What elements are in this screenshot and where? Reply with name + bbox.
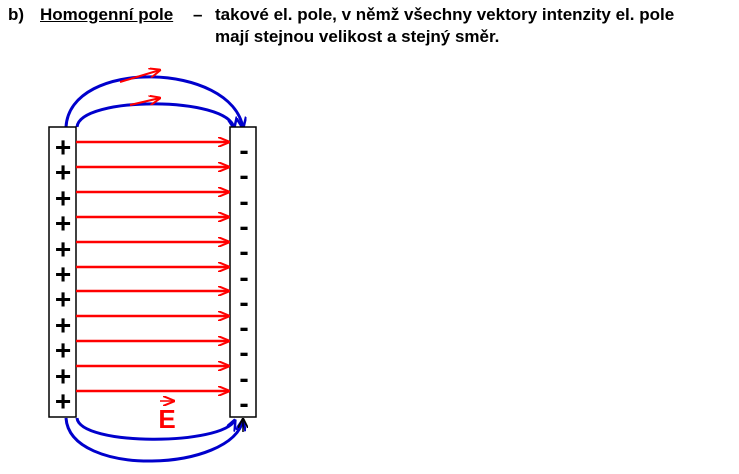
field-symbol-label: E (158, 404, 175, 434)
negative-charge: - (239, 388, 248, 419)
negative-charges: ----------- (239, 135, 248, 419)
positive-charge: + (55, 234, 71, 265)
fringe-line-top-inner (75, 102, 234, 128)
fringe-lines-bottom (64, 417, 243, 463)
positive-charge: + (55, 310, 71, 341)
positive-charge: + (55, 259, 71, 290)
field-lines (76, 142, 229, 391)
term-homogeneous-field: Homogenní pole (40, 5, 174, 24)
negative-charge: - (239, 135, 248, 166)
positive-charge: + (55, 132, 71, 163)
positive-charge: + (55, 157, 71, 188)
negative-charge: - (239, 363, 248, 394)
fringe-direction-arrow-inner (129, 98, 160, 106)
term-dash: – (193, 5, 203, 24)
fringe-line-bottom-outer (64, 417, 243, 463)
item-label: b) (8, 5, 25, 24)
negative-charge: - (239, 186, 248, 217)
negative-charge: - (239, 211, 248, 242)
negative-charge: - (239, 236, 248, 267)
fringe-direction-arrow-outer (119, 70, 160, 83)
definition-line-1: takové el. pole, v němž všechny vektory … (215, 5, 675, 24)
fringe-lines-top (64, 70, 243, 128)
negative-charge: - (239, 312, 248, 343)
positive-charge: + (55, 183, 71, 214)
negative-charge: - (239, 287, 248, 318)
positive-charge: + (55, 361, 71, 392)
positive-charge: + (55, 386, 71, 417)
definition-line-2: mají stejnou velikost a stejný směr. (215, 27, 500, 46)
positive-charge: + (55, 208, 71, 239)
positive-charge: + (55, 284, 71, 315)
negative-charge: - (239, 160, 248, 191)
negative-charge: - (239, 337, 248, 368)
heading: b) Homogenní pole – takové el. pole, v n… (0, 5, 739, 49)
negative-charge: - (239, 262, 248, 293)
field-symbol: E (158, 401, 176, 434)
positive-charge: + (55, 335, 71, 366)
positive-charges: +++++++++++ (55, 132, 71, 417)
fringe-line-bottom-inner (75, 418, 235, 441)
negative-plate (229, 126, 257, 418)
positive-plate (48, 126, 77, 418)
